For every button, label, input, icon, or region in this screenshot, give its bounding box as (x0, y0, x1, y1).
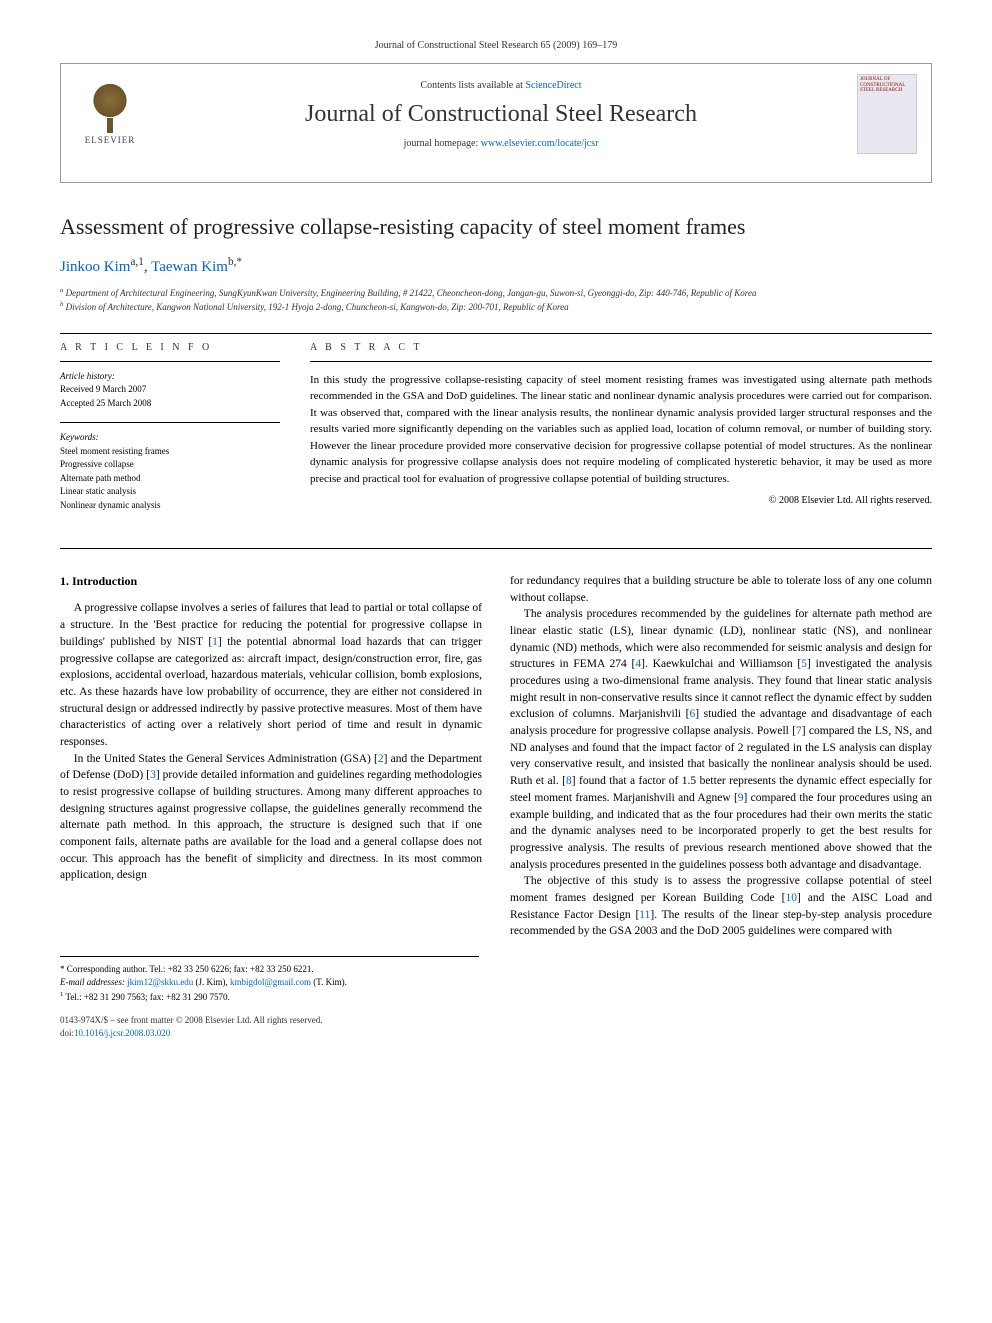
affil-text: Department of Architectural Engineering,… (66, 288, 757, 298)
keyword: Progressive collapse (60, 458, 280, 472)
author-list: Jinkoo Kima,1, Taewan Kimb,* (60, 256, 932, 276)
author-link[interactable]: Taewan Kim (151, 259, 228, 275)
keywords-label: Keywords: (60, 431, 280, 445)
affil-mark: b (60, 301, 63, 308)
keyword: Nonlinear dynamic analysis (60, 499, 280, 513)
info-abstract-row: A R T I C L E I N F O Article history: R… (60, 333, 932, 525)
tel-note: 1 Tel.: +82 31 290 7563; fax: +82 31 290… (60, 990, 479, 1005)
affil-mark: a (60, 287, 63, 294)
body-columns: 1. Introduction A progressive collapse i… (60, 573, 932, 940)
affiliation: b Division of Architecture, Kangwon Nati… (60, 300, 932, 315)
journal-cover-thumbnail: JOURNAL OF CONSTRUCTIONAL STEEL RESEARCH (857, 74, 917, 154)
paragraph: A progressive collapse involves a series… (60, 600, 482, 750)
author-link[interactable]: Jinkoo Kim (60, 259, 130, 275)
footnotes: * Corresponding author. Tel.: +82 33 250… (60, 956, 479, 1005)
contents-available: Contents lists available at ScienceDirec… (165, 80, 837, 91)
keywords-block: Keywords: Steel moment resisting frames … (60, 431, 280, 512)
article-title: Assessment of progressive collapse-resis… (60, 213, 932, 242)
keyword: Steel moment resisting frames (60, 445, 280, 459)
affiliation: a Department of Architectural Engineerin… (60, 286, 932, 301)
affil-text: Division of Architecture, Kangwon Nation… (66, 302, 569, 312)
section-number: 1. (60, 574, 69, 588)
section-rule (60, 548, 932, 549)
homepage-prefix: journal homepage: (404, 138, 481, 149)
paragraph: for redundancy requires that a building … (510, 573, 932, 606)
journal-title: Journal of Constructional Steel Research (165, 101, 837, 128)
page-footer: 0143-974X/$ – see front matter © 2008 El… (60, 1014, 932, 1039)
email-line: E-mail addresses: jkim12@skku.edu (J. Ki… (60, 976, 479, 990)
elsevier-tree-icon (85, 83, 135, 133)
keyword: Alternate path method (60, 472, 280, 486)
divider (60, 422, 280, 423)
accepted-date: Accepted 25 March 2008 (60, 397, 280, 411)
affiliations: a Department of Architectural Engineerin… (60, 286, 932, 315)
footnote-text: Tel.: +82 31 290 7563; fax: +82 31 290 7… (65, 992, 229, 1002)
received-date: Received 9 March 2007 (60, 383, 280, 397)
elsevier-logo: ELSEVIER (75, 74, 145, 154)
email-label: E-mail addresses: (60, 977, 125, 987)
left-column: 1. Introduction A progressive collapse i… (60, 573, 482, 940)
article-history: Article history: Received 9 March 2007 A… (60, 370, 280, 411)
abstract-text: In this study the progressive collapse-r… (310, 372, 932, 488)
publisher-name: ELSEVIER (85, 135, 136, 145)
email-name: (J. Kim), (195, 977, 227, 987)
section-heading: 1. Introduction (60, 573, 482, 590)
article-info-panel: A R T I C L E I N F O Article history: R… (60, 334, 280, 525)
sciencedirect-link[interactable]: ScienceDirect (525, 80, 581, 91)
abstract-heading: A B S T R A C T (310, 334, 932, 362)
page: Journal of Constructional Steel Research… (0, 0, 992, 1070)
section-title: Introduction (72, 574, 137, 588)
abstract-panel: A B S T R A C T In this study the progre… (310, 334, 932, 525)
corresponding-author-note: * Corresponding author. Tel.: +82 33 250… (60, 963, 479, 977)
doi-line: doi:10.1016/j.jcsr.2008.03.020 (60, 1027, 932, 1040)
keyword: Linear static analysis (60, 485, 280, 499)
abstract-copyright: © 2008 Elsevier Ltd. All rights reserved… (310, 495, 932, 506)
paragraph: In the United States the General Service… (60, 751, 482, 884)
doi-link[interactable]: 10.1016/j.jcsr.2008.03.020 (74, 1028, 170, 1038)
issn-line: 0143-974X/$ – see front matter © 2008 El… (60, 1014, 932, 1027)
footnote-text: Corresponding author. Tel.: +82 33 250 6… (67, 964, 314, 974)
doi-label: doi: (60, 1028, 74, 1038)
email-link[interactable]: kmbigdol@gmail.com (230, 977, 311, 987)
article-info-heading: A R T I C L E I N F O (60, 334, 280, 362)
email-link[interactable]: jkim12@skku.edu (127, 977, 193, 987)
homepage-line: journal homepage: www.elsevier.com/locat… (165, 138, 837, 149)
citation-line: Journal of Constructional Steel Research… (60, 40, 932, 51)
homepage-link[interactable]: www.elsevier.com/locate/jcsr (481, 138, 599, 149)
author-mark: b,* (228, 256, 242, 268)
author-mark: a,1 (130, 256, 143, 268)
paragraph: The objective of this study is to assess… (510, 873, 932, 940)
contents-prefix: Contents lists available at (420, 80, 525, 91)
right-column: for redundancy requires that a building … (510, 573, 932, 940)
history-label: Article history: (60, 370, 280, 384)
journal-header: ELSEVIER Contents lists available at Sci… (60, 63, 932, 183)
email-name: (T. Kim). (313, 977, 347, 987)
paragraph: The analysis procedures recommended by t… (510, 606, 932, 873)
